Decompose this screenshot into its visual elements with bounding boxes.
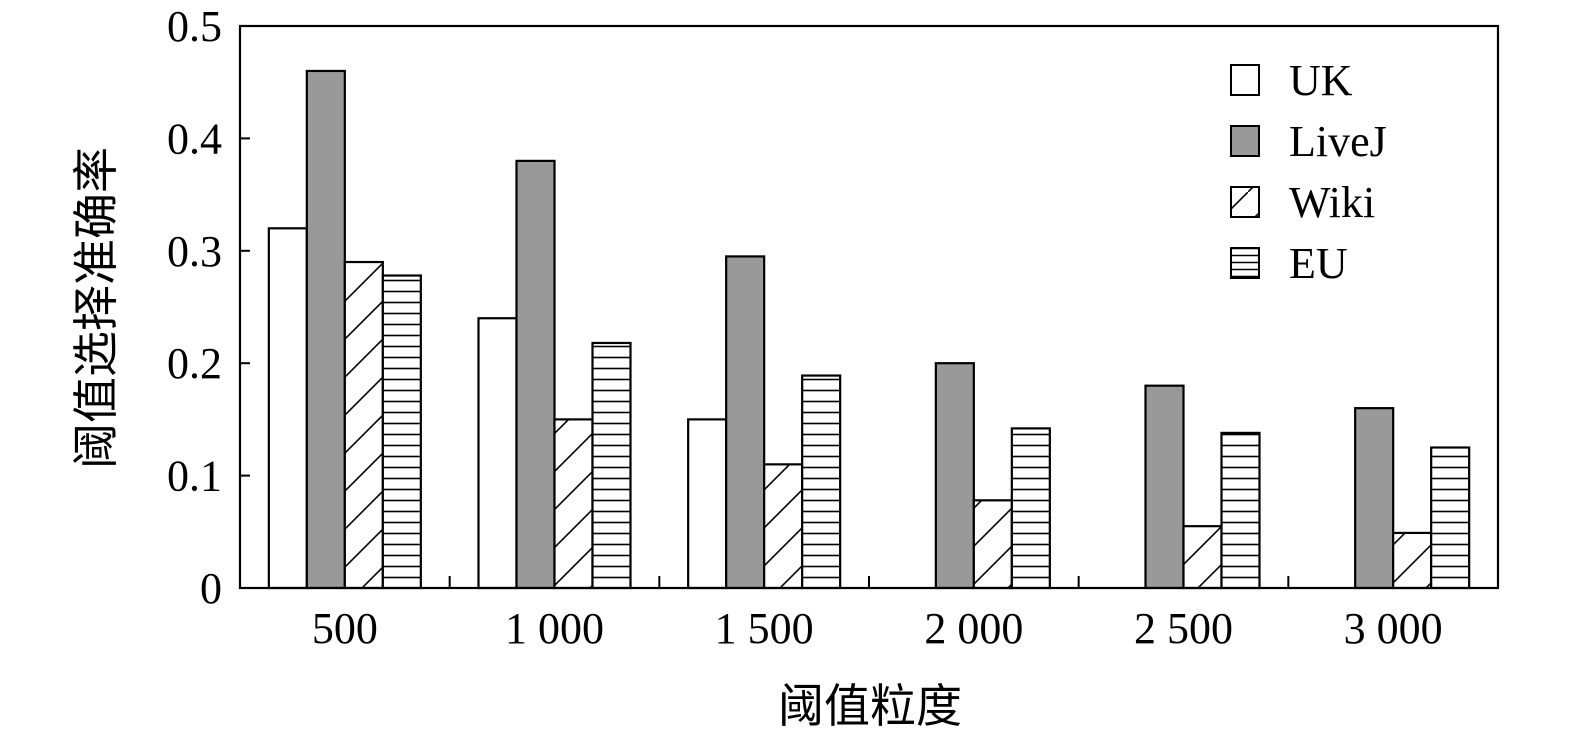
legend-label-eu: EU [1289,239,1348,288]
bar-livej-0 [305,69,346,590]
x-tick-label: 500 [312,604,378,653]
bar-wiki-3 [972,499,1013,590]
legend-swatch-eu [1230,247,1260,279]
bar-eu-4 [1220,431,1261,590]
bar-wiki-5 [1392,531,1433,590]
y-tick-label: 0.3 [167,227,222,276]
x-axis-title: 阈值粒度 [778,681,962,732]
bar-uk-0 [267,227,308,590]
legend-label-wiki: Wiki [1289,178,1375,227]
y-tick-label: 0.5 [167,2,222,51]
legend-swatch-wiki [1230,186,1260,218]
bar-eu-2 [801,374,842,590]
bars [267,69,1471,590]
bar-livej-1 [515,159,556,590]
y-axis-ticks: 0 0.1 0.2 0.3 0.4 0.5 [167,2,250,613]
legend-swatch-uk [1230,64,1260,96]
bar-wiki-2 [763,463,804,590]
legend-label-uk: UK [1289,56,1353,105]
y-tick-label: 0.1 [167,452,222,501]
y-tick-label: 0 [200,564,222,613]
x-tick-label: 1 500 [715,604,814,653]
bar-livej-5 [1354,407,1395,590]
x-tick-label: 2 000 [924,604,1023,653]
bar-livej-3 [934,362,975,590]
bar-wiki-4 [1182,525,1223,590]
plot-border [238,24,1500,590]
bar-eu-0 [381,274,422,590]
bar-wiki-1 [553,418,594,590]
bar-eu-3 [1010,427,1051,590]
bar-wiki-0 [343,260,384,590]
x-tick-label: 3 000 [1344,604,1443,653]
legend: UK LiveJ Wiki EU [1230,56,1387,288]
legend-swatch-livej [1230,125,1260,157]
bar-livej-4 [1144,384,1185,590]
bar-eu-5 [1430,446,1471,590]
y-axis-title: 阈值选择准确率 [71,147,122,469]
y-tick-label: 0.4 [167,114,222,163]
plot-frame [238,24,1500,590]
y-tick-label: 0.2 [167,339,222,388]
bar-uk-1 [477,317,518,590]
bar-uk-2 [687,418,728,590]
x-tick-label: 2 500 [1134,604,1233,653]
x-tick-label: 1 000 [505,604,604,653]
bar-eu-1 [591,341,632,590]
legend-label-livej: LiveJ [1289,117,1387,166]
x-axis-ticks: 500 1 000 1 500 2 000 2 500 3 000 [312,576,1443,653]
bar-livej-2 [725,255,766,590]
